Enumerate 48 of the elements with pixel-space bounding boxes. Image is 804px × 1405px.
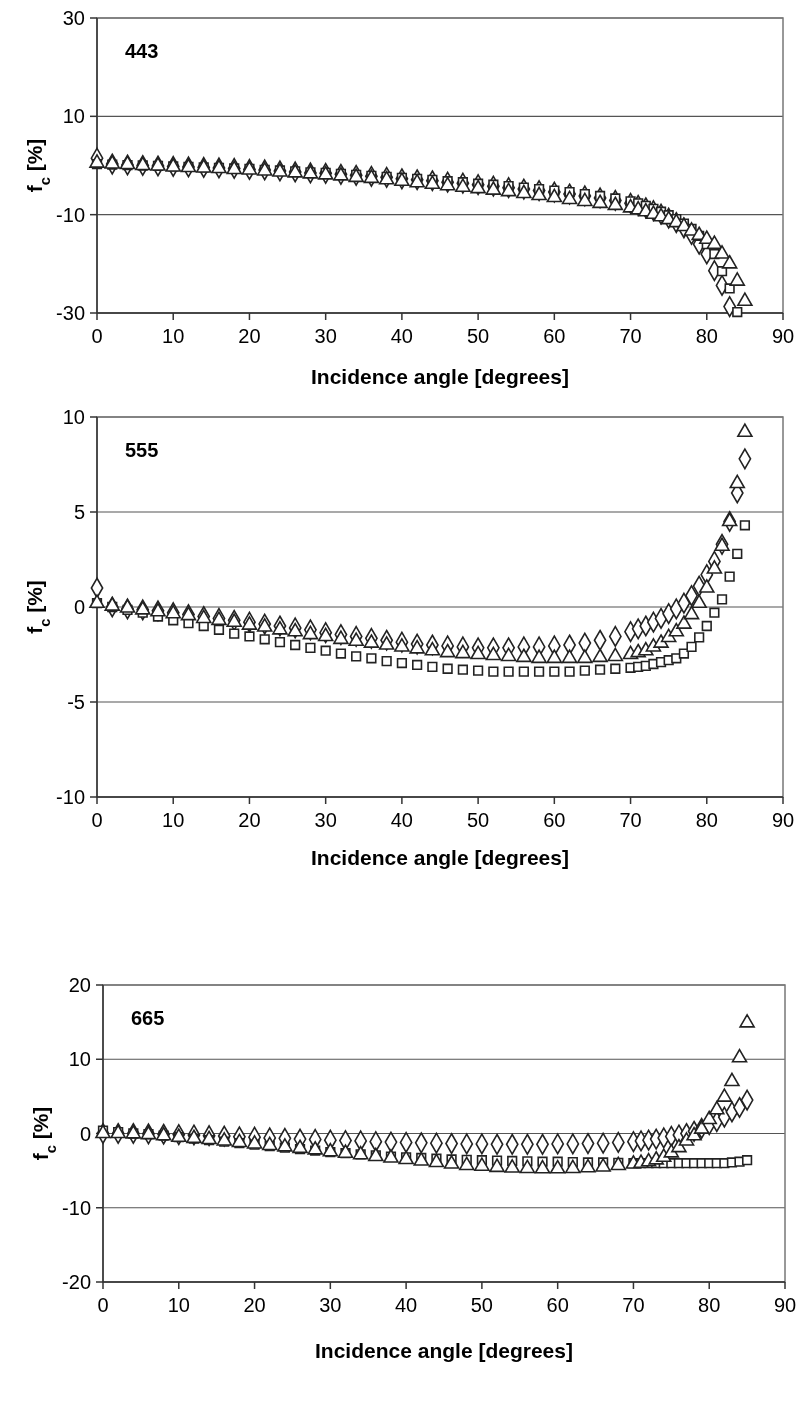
text: 665 [131,1007,165,1029]
text: 555 [125,439,159,461]
x-tick-label: 10 [162,809,185,831]
x-tick-label: 80 [698,1294,721,1316]
x-tick-label: 40 [394,1294,418,1316]
y-tick-label: 5 [73,501,85,523]
x-tick-label: 50 [466,809,490,831]
x-tick-label: 90 [773,1294,797,1316]
x-tick-label: 60 [546,1294,569,1316]
x-tick-label: 70 [622,1294,645,1316]
x-tick-label: 20 [243,1294,266,1316]
x-tick-label: 80 [695,809,718,831]
y-tick-label: -10 [62,1196,91,1219]
x-axis-title: Incidence angle [degrees] [311,846,569,869]
x-tick-label: 20 [238,809,261,831]
x-tick-label: 40 [390,325,414,347]
x-tick-label: 70 [619,809,642,831]
y-tick-label: -10 [56,203,85,226]
x-tick-label: 80 [695,325,718,347]
y-tick-label: 20 [68,974,91,996]
x-tick-label: 30 [314,809,337,831]
y-tick-label: -5 [67,691,85,713]
text: 443 [125,40,159,62]
x-tick-label: 30 [319,1294,342,1316]
x-tick-label: 0 [97,1294,109,1316]
x-tick-label: 70 [619,325,642,347]
y-tick-label: 10 [62,406,85,428]
y-tick-label: 0 [73,596,85,618]
y-tick-label: -30 [56,302,85,324]
x-tick-label: 60 [543,809,566,831]
x-tick-label: 50 [470,1294,494,1316]
y-tick-label: 10 [62,105,85,128]
x-tick-label: 10 [167,1294,190,1316]
x-tick-label: 50 [466,325,490,347]
x-tick-label: 20 [238,325,261,347]
x-axis-title: Incidence angle [degrees] [311,365,569,388]
x-tick-label: 30 [314,325,337,347]
x-tick-label: 90 [771,809,795,831]
x-tick-label: 90 [771,325,795,347]
y-tick-label: 10 [68,1048,91,1071]
x-tick-label: 10 [162,325,185,347]
x-tick-label: 40 [390,809,414,831]
y-tick-label: 30 [62,7,85,29]
x-axis-title: Incidence angle [degrees] [315,1339,573,1362]
y-tick-label: -10 [56,786,85,808]
y-tick-label: 0 [79,1122,91,1145]
x-tick-label: 60 [543,325,566,347]
y-tick-label: -20 [62,1271,91,1293]
